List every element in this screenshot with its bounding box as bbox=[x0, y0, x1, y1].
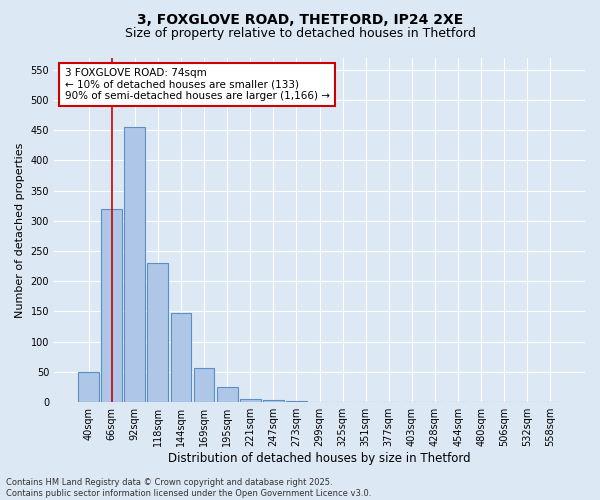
Text: Size of property relative to detached houses in Thetford: Size of property relative to detached ho… bbox=[125, 28, 475, 40]
Bar bbox=[263, 400, 284, 402]
Text: Contains HM Land Registry data © Crown copyright and database right 2025.
Contai: Contains HM Land Registry data © Crown c… bbox=[6, 478, 371, 498]
Bar bbox=[124, 127, 145, 402]
Bar bbox=[101, 208, 122, 402]
Text: 3 FOXGLOVE ROAD: 74sqm
← 10% of detached houses are smaller (133)
90% of semi-de: 3 FOXGLOVE ROAD: 74sqm ← 10% of detached… bbox=[65, 68, 329, 101]
Bar bbox=[78, 372, 99, 402]
Bar bbox=[217, 387, 238, 402]
Bar bbox=[148, 263, 168, 402]
Y-axis label: Number of detached properties: Number of detached properties bbox=[15, 142, 25, 318]
Bar bbox=[170, 312, 191, 402]
Text: 3, FOXGLOVE ROAD, THETFORD, IP24 2XE: 3, FOXGLOVE ROAD, THETFORD, IP24 2XE bbox=[137, 12, 463, 26]
Bar bbox=[286, 401, 307, 402]
X-axis label: Distribution of detached houses by size in Thetford: Distribution of detached houses by size … bbox=[168, 452, 471, 465]
Bar bbox=[194, 368, 214, 402]
Bar bbox=[240, 399, 260, 402]
